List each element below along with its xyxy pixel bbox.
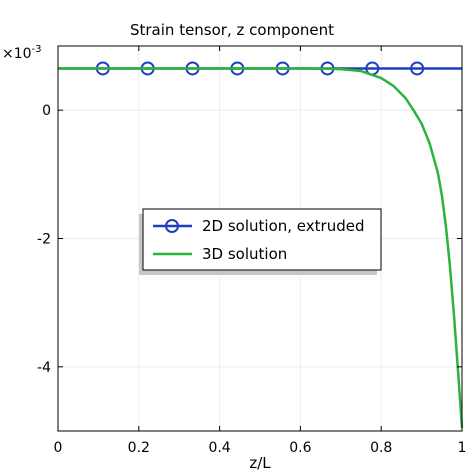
x-tick-label: 0.6	[289, 440, 311, 456]
y-multiplier: ×10-3	[2, 44, 42, 62]
x-axis-label: z/L	[249, 454, 271, 472]
axes	[57, 45, 463, 432]
x-tick-label: 1	[458, 440, 467, 456]
y-tick-label: 0	[42, 103, 51, 119]
legend-marker-2d	[165, 219, 179, 233]
legend-box	[142, 208, 382, 271]
data-point-2d	[410, 61, 425, 76]
tick-labels: 0 0.2 0.4 0.6 0.8 1 0 -2 -4	[37, 103, 466, 456]
series-line-3d	[58, 67, 464, 428]
y-tick-label: -2	[37, 232, 51, 248]
y-multiplier-exponent: -3	[32, 44, 42, 55]
legend: 2D solution, extruded 3D solution	[139, 208, 382, 275]
y-tick-label: -4	[37, 360, 51, 376]
series-layer	[58, 61, 464, 428]
x-tick-label: 0.8	[370, 440, 392, 456]
legend-label-2d: 2D solution, extruded	[202, 217, 364, 235]
legend-label-3d: 3D solution	[202, 245, 287, 263]
x-tick-label: 0.2	[128, 440, 150, 456]
x-tick-label: 0.4	[208, 440, 230, 456]
chart-title: Strain tensor, z component	[130, 21, 334, 39]
x-tick-label: 0	[54, 440, 63, 456]
